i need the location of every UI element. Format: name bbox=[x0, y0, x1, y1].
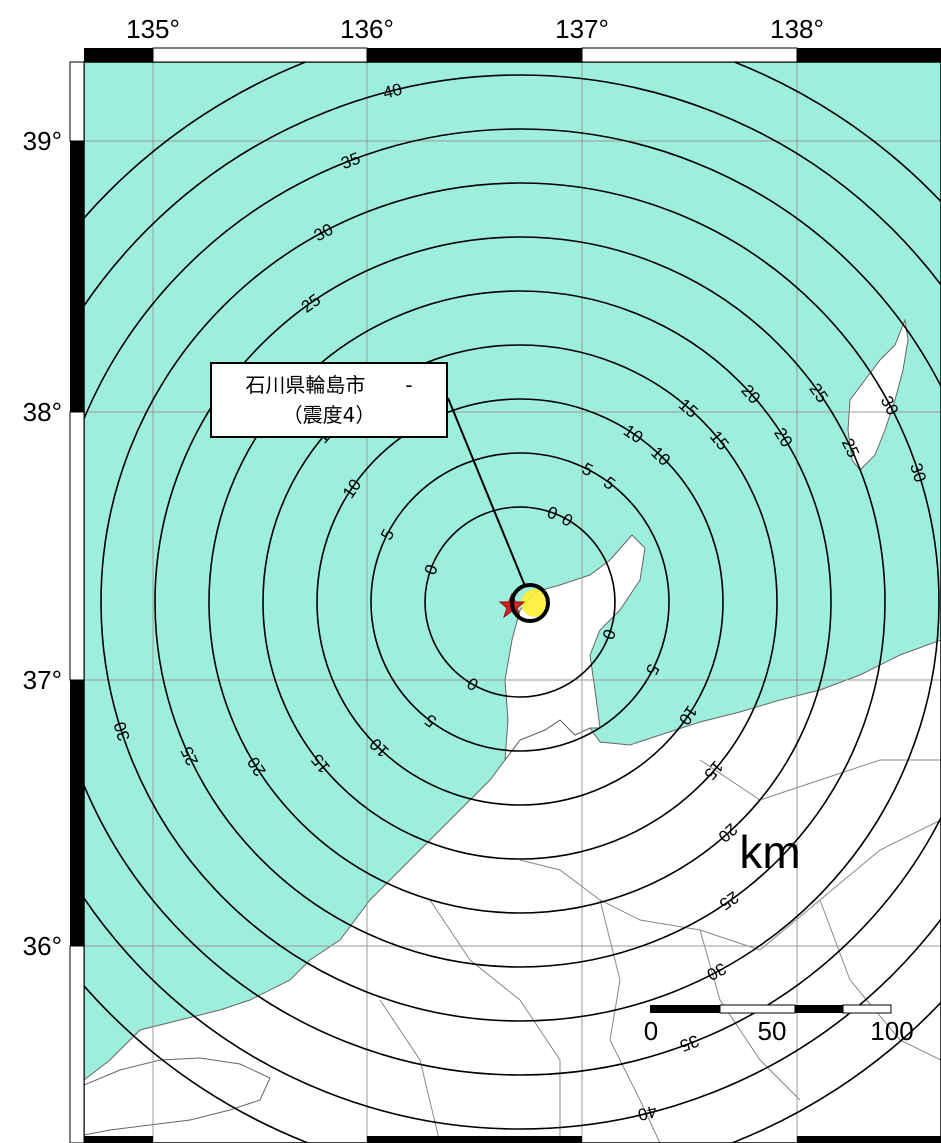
contour-label-30: 30 bbox=[110, 719, 134, 743]
contour-35 bbox=[84, 128, 941, 1076]
lat-label-38: 38° bbox=[23, 397, 62, 427]
contour-label-45: 45 bbox=[439, 15, 460, 36]
callout-leader-line bbox=[447, 397, 526, 587]
contour-label-40: 40 bbox=[636, 1101, 659, 1124]
arrival-time-contours bbox=[84, 62, 941, 1143]
scale-label-50: 50 bbox=[758, 1016, 787, 1046]
lat-label-37: 37° bbox=[23, 665, 62, 695]
contour-40 bbox=[84, 74, 941, 1130]
contour-25 bbox=[154, 236, 886, 968]
contour-10 bbox=[316, 398, 724, 806]
lat-label-36: 36° bbox=[23, 931, 62, 961]
lat-label-39: 39° bbox=[23, 126, 62, 156]
circle-marker-icon bbox=[510, 583, 550, 623]
left-frame-bar bbox=[69, 61, 85, 1143]
contour-20 bbox=[208, 290, 832, 914]
lon-label-136: 136° bbox=[340, 14, 394, 44]
scale-label-0: 0 bbox=[644, 1016, 658, 1046]
contour-5 bbox=[370, 452, 670, 752]
contour-label-40: 40 bbox=[381, 80, 404, 103]
land-west-coast bbox=[84, 1057, 271, 1136]
graticule bbox=[84, 62, 941, 1143]
lon-label-138: 138° bbox=[770, 14, 824, 44]
intensity-marker bbox=[521, 589, 549, 617]
scale-bar: km 0 50 100 bbox=[644, 826, 914, 1046]
scale-unit: km bbox=[739, 826, 800, 878]
scale-label-100: 100 bbox=[870, 1016, 913, 1046]
top-frame-bar bbox=[84, 47, 941, 63]
lon-label-137: 137° bbox=[555, 14, 609, 44]
callout-intensity: （震度4） bbox=[282, 403, 376, 427]
contour-15 bbox=[262, 344, 778, 860]
land-honshu bbox=[84, 639, 941, 1143]
contour-label-30: 30 bbox=[906, 461, 930, 485]
contour-0 bbox=[424, 506, 616, 698]
land-sado bbox=[847, 318, 909, 471]
bottom-frame-bar bbox=[84, 1136, 941, 1143]
station-callout: 石川県輪島市 - （震度4） bbox=[210, 362, 448, 438]
lon-label-135: 135° bbox=[126, 14, 180, 44]
callout-station-name: 石川県輪島市 - bbox=[245, 373, 413, 397]
contour-30 bbox=[100, 182, 940, 1022]
contour-label-40: 40 bbox=[0, 629, 5, 649]
